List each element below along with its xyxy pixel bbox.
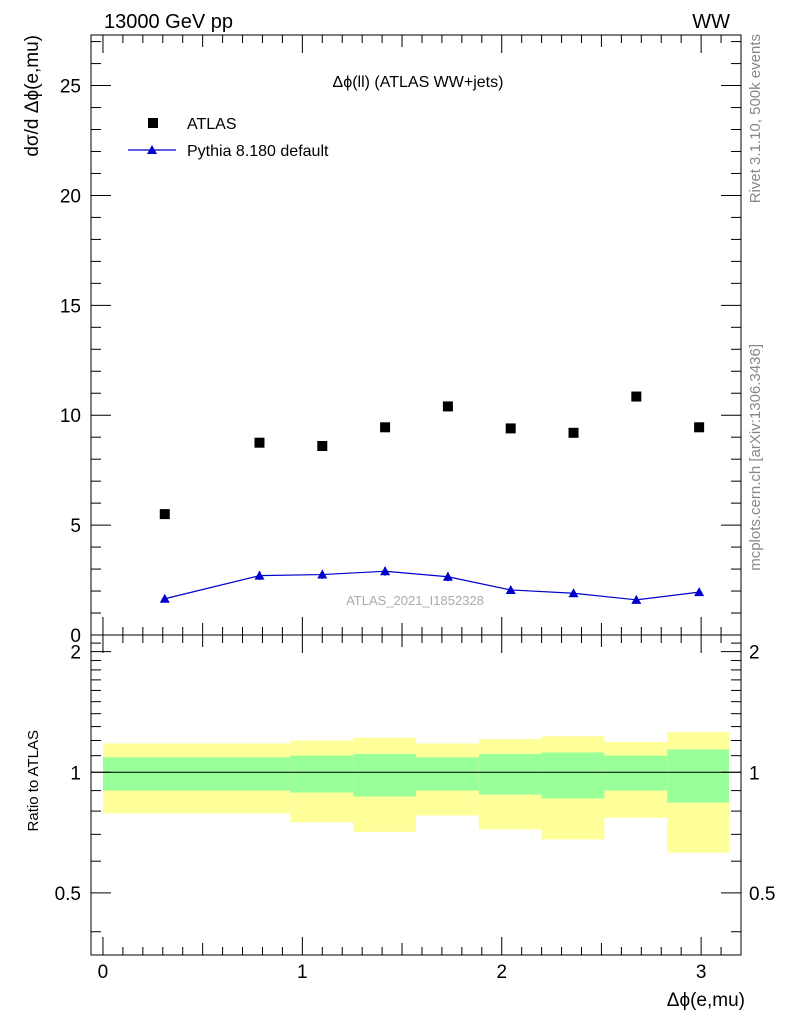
watermark: ATLAS_2021_I1852328 <box>346 593 484 608</box>
x-axis-label: Δϕ(e,mu) <box>667 990 745 1011</box>
ratio-y-axis-label: Ratio to ATLAS <box>25 730 42 831</box>
pythia-point <box>694 587 705 597</box>
header-left: 13000 GeV pp <box>104 11 233 33</box>
x-tick-label: 3 <box>696 962 707 983</box>
pythia-point <box>317 569 328 579</box>
main-y-tick-label: 10 <box>60 406 81 427</box>
main-panel: 0 5 10 15 20 25 Δϕ(ll) (ATLAS WW+jets) dσ/d Δ… <box>22 34 742 647</box>
pythia-point <box>442 571 453 581</box>
ratio-ticks: 0.5 0.5 1 1 2 2 0 1 2 3 <box>55 635 775 983</box>
main-y-tick-label: 15 <box>60 296 81 317</box>
atlas-point <box>317 440 328 451</box>
ratio-green-band <box>102 757 291 791</box>
atlas-point <box>568 427 579 438</box>
legend-pythia-label: Pythia 8.180 default <box>187 143 329 160</box>
atlas-point <box>631 391 642 402</box>
pythia-point <box>568 588 579 598</box>
ratio-green-band <box>541 752 605 799</box>
main-series <box>159 391 705 604</box>
ratio-y-tick-label-left: 1 <box>70 763 81 784</box>
main-y-tick-label: 5 <box>70 516 81 537</box>
main-y-axis-label: dσ/d Δϕ(e,mu) <box>22 35 43 157</box>
ratio-green-band <box>667 749 730 803</box>
main-title: Δϕ(ll) (ATLAS WW+jets) <box>333 74 504 91</box>
ratio-y-tick-label-left: 0.5 <box>55 884 81 905</box>
ratio-y-tick-label-left: 2 <box>70 643 81 664</box>
atlas-point <box>159 509 170 520</box>
rivet-label: Rivet 3.1.10, 500k events <box>747 34 764 203</box>
main-y-tick-label: 20 <box>60 186 81 207</box>
atlas-point <box>694 422 705 433</box>
legend-atlas-marker <box>148 118 158 128</box>
x-tick-label: 0 <box>98 962 109 983</box>
ratio-frame <box>90 634 742 956</box>
legend-atlas-label: ATLAS <box>187 116 237 133</box>
ratio-bands <box>102 732 730 853</box>
ratio-green-band <box>604 755 668 791</box>
main-y-tick-label: 0 <box>70 626 81 647</box>
atlas-point <box>254 437 265 448</box>
ratio-panel: 0.5 0.5 1 1 2 2 0 1 2 3 Ratio to ATLAS Δϕ(e,mu) <box>25 634 775 1011</box>
site-label: mcplots.cern.ch [arXiv:1306.3436] <box>747 344 764 571</box>
ratio-y-tick-label-right: 2 <box>749 643 760 664</box>
ratio-green-band <box>353 754 416 797</box>
ratio-green-band <box>416 757 479 791</box>
legend: ATLAS Pythia 8.180 default <box>128 116 329 160</box>
ratio-green-band <box>290 755 354 793</box>
x-tick-label: 1 <box>297 962 308 983</box>
main-ticks: 0 5 10 15 20 25 <box>60 35 741 647</box>
main-y-tick-label: 25 <box>60 77 81 98</box>
legend-pythia-marker <box>147 145 157 154</box>
header-right: WW <box>692 11 730 33</box>
pythia-point <box>505 584 516 594</box>
atlas-point <box>442 401 453 412</box>
pythia-point <box>631 594 642 604</box>
ratio-y-tick-label-right: 0.5 <box>749 884 775 905</box>
x-tick-label: 2 <box>496 962 507 983</box>
pythia-point <box>254 570 265 580</box>
pythia-point <box>159 593 170 603</box>
pythia-point <box>380 566 391 576</box>
ratio-green-band <box>478 754 542 795</box>
atlas-point <box>505 423 516 434</box>
ratio-y-tick-label-right: 1 <box>749 763 760 784</box>
atlas-point <box>380 422 391 433</box>
